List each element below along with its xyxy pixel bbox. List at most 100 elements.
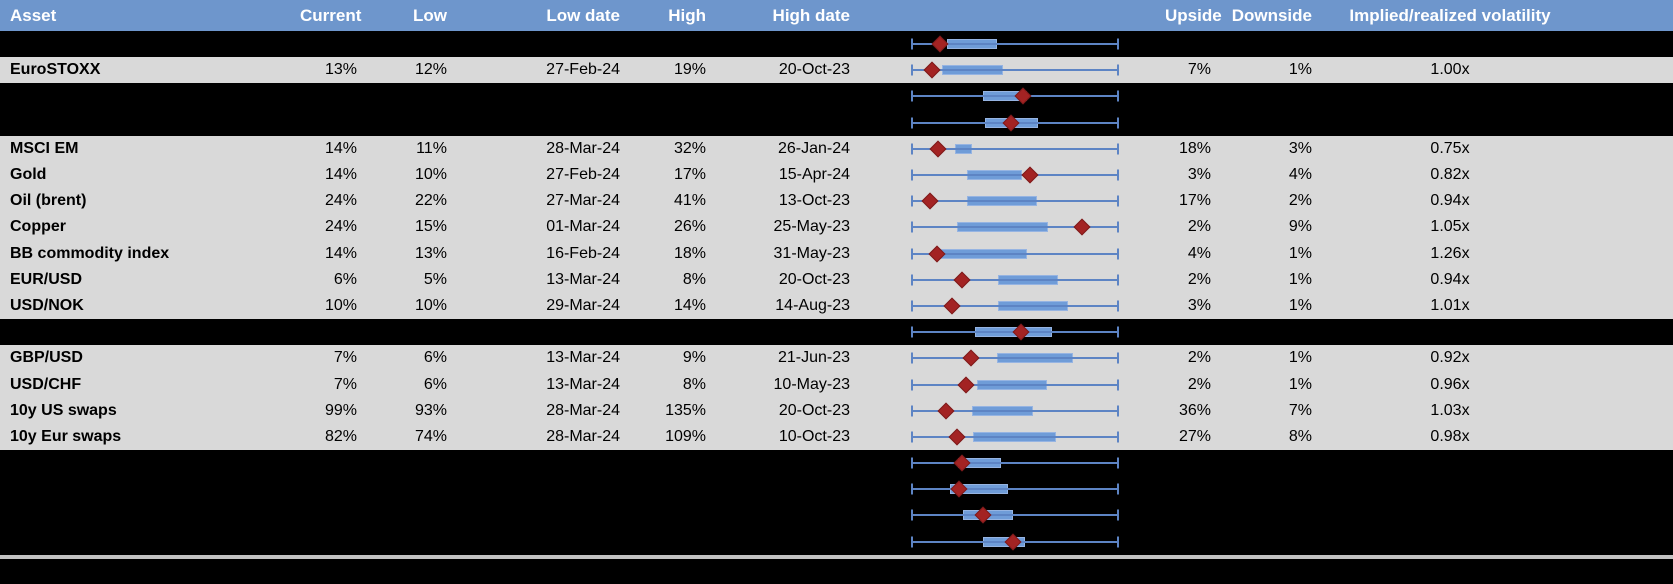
boxplot-cell	[858, 188, 1165, 214]
low-value: 22%	[414, 192, 447, 210]
table-row	[0, 110, 1673, 136]
boxplot-left-whisker-tick	[911, 536, 913, 548]
boxplot-cell	[858, 57, 1165, 83]
low-date-value: 13-Mar-24	[546, 349, 620, 367]
downside-value: 7%	[1288, 401, 1312, 419]
boxplot-whisker-line	[912, 383, 1118, 386]
boxplot	[911, 267, 1119, 293]
volatility-table: Asset Current Low Low date High High dat…	[0, 0, 1673, 559]
high-date-value: 15-Apr-24	[778, 166, 850, 184]
low-value: 10%	[414, 166, 447, 184]
boxplot-cell	[858, 110, 1165, 136]
boxplot-whisker-line	[912, 69, 1118, 72]
boxplot-whisker-line	[912, 43, 1118, 46]
boxplot-left-whisker-tick	[911, 274, 913, 286]
table-row: USD/NOK 10% 10% 29-Mar-24 14% 14-Aug-23 …	[0, 292, 1673, 320]
high-value: 32%	[673, 139, 706, 157]
boxplot-diamond-marker	[948, 428, 966, 446]
high-date-value: 26-Jan-24	[777, 139, 850, 157]
boxplot-left-whisker-tick	[911, 117, 913, 129]
low-value: 74%	[414, 427, 447, 445]
high-value: 9%	[682, 349, 706, 367]
boxplot-whisker-line	[912, 488, 1118, 491]
boxplot	[911, 424, 1119, 450]
current-value: 14%	[324, 139, 357, 157]
boxplot-cell	[858, 529, 1165, 555]
low-date-value: 27-Mar-24	[546, 192, 620, 210]
boxplot-left-whisker-tick	[911, 457, 913, 469]
boxplot-right-whisker-tick	[1117, 90, 1119, 102]
boxplot	[911, 398, 1119, 424]
table-row	[0, 450, 1673, 476]
upside-value: 36%	[1178, 401, 1211, 419]
downside-value: 4%	[1288, 166, 1312, 184]
boxplot-cell	[858, 267, 1165, 293]
high-value: 135%	[665, 401, 706, 419]
low-date-value: 28-Mar-24	[546, 427, 620, 445]
downside-value: 1%	[1288, 61, 1312, 79]
asset-name: EUR/USD	[10, 270, 83, 288]
implied-realized-value: 0.92x	[1430, 349, 1470, 367]
column-header-asset: Asset	[10, 5, 57, 25]
table-row: Gold 14% 10% 27-Feb-24 17% 15-Apr-24 3% …	[0, 161, 1673, 189]
current-value: 6%	[333, 270, 357, 288]
implied-realized-value: 1.26x	[1430, 244, 1470, 262]
low-date-value: 28-Mar-24	[546, 401, 620, 419]
upside-value: 2%	[1187, 218, 1211, 236]
boxplot-cell	[858, 214, 1165, 240]
boxplot-cell	[858, 502, 1165, 528]
boxplot-right-whisker-tick	[1117, 274, 1119, 286]
table-row: EUR/USD 6% 5% 13-Mar-24 8% 20-Oct-23 2% …	[0, 266, 1673, 293]
high-date-value: 21-Jun-23	[777, 349, 850, 367]
boxplot-diamond-marker	[943, 297, 961, 315]
upside-value: 3%	[1187, 296, 1211, 314]
table-row: EuroSTOXX 13% 12% 27-Feb-24 19% 20-Oct-2…	[0, 57, 1673, 84]
boxplot-right-whisker-tick	[1117, 195, 1119, 207]
boxplot-diamond-marker	[1073, 218, 1091, 236]
table-row: Copper 24% 15% 01-Mar-24 26% 25-May-23 2…	[0, 214, 1673, 241]
low-value: 6%	[423, 375, 447, 393]
column-header-low-date: Low date	[546, 5, 620, 25]
upside-value: 7%	[1187, 61, 1211, 79]
boxplot-cell	[858, 319, 1165, 345]
boxplot-right-whisker-tick	[1117, 457, 1119, 469]
high-value: 8%	[682, 375, 706, 393]
boxplot	[911, 57, 1119, 83]
current-value: 24%	[324, 192, 357, 210]
boxplot-whisker-line	[912, 514, 1118, 517]
boxplot-left-whisker-tick	[911, 143, 913, 155]
boxplot-right-whisker-tick	[1117, 405, 1119, 417]
boxplot-right-whisker-tick	[1117, 483, 1119, 495]
current-value: 13%	[324, 61, 357, 79]
boxplot	[911, 450, 1119, 476]
low-value: 12%	[414, 61, 447, 79]
boxplot-cell	[858, 162, 1165, 188]
table-header-row: Asset Current Low Low date High High dat…	[0, 0, 1673, 31]
high-date-value: 25-May-23	[773, 218, 850, 236]
boxplot-whisker-line	[912, 226, 1118, 229]
upside-value: 17%	[1178, 192, 1211, 210]
implied-realized-value: 0.96x	[1430, 375, 1470, 393]
boxplot-left-whisker-tick	[911, 195, 913, 207]
boxplot-diamond-marker	[1021, 166, 1039, 184]
high-date-value: 20-Oct-23	[778, 61, 850, 79]
low-value: 93%	[414, 401, 447, 419]
boxplot-whisker-line	[912, 304, 1118, 307]
current-value: 7%	[333, 349, 357, 367]
boxplot-whisker-line	[912, 409, 1118, 412]
boxplot-right-whisker-tick	[1117, 221, 1119, 233]
downside-value: 8%	[1288, 427, 1312, 445]
asset-name: USD/NOK	[10, 296, 84, 314]
implied-realized-value: 1.01x	[1430, 296, 1470, 314]
low-date-value: 28-Mar-24	[546, 139, 620, 157]
boxplot-cell	[858, 371, 1165, 397]
downside-value: 1%	[1288, 244, 1312, 262]
current-value: 99%	[324, 401, 357, 419]
boxplot-left-whisker-tick	[911, 90, 913, 102]
boxplot-left-whisker-tick	[911, 221, 913, 233]
column-header-implied-realized: Implied/realized volatility	[1349, 5, 1551, 25]
low-date-value: 29-Mar-24	[546, 296, 620, 314]
bottom-separator-line	[0, 554, 1673, 559]
implied-realized-value: 1.00x	[1430, 61, 1470, 79]
boxplot	[911, 293, 1119, 319]
